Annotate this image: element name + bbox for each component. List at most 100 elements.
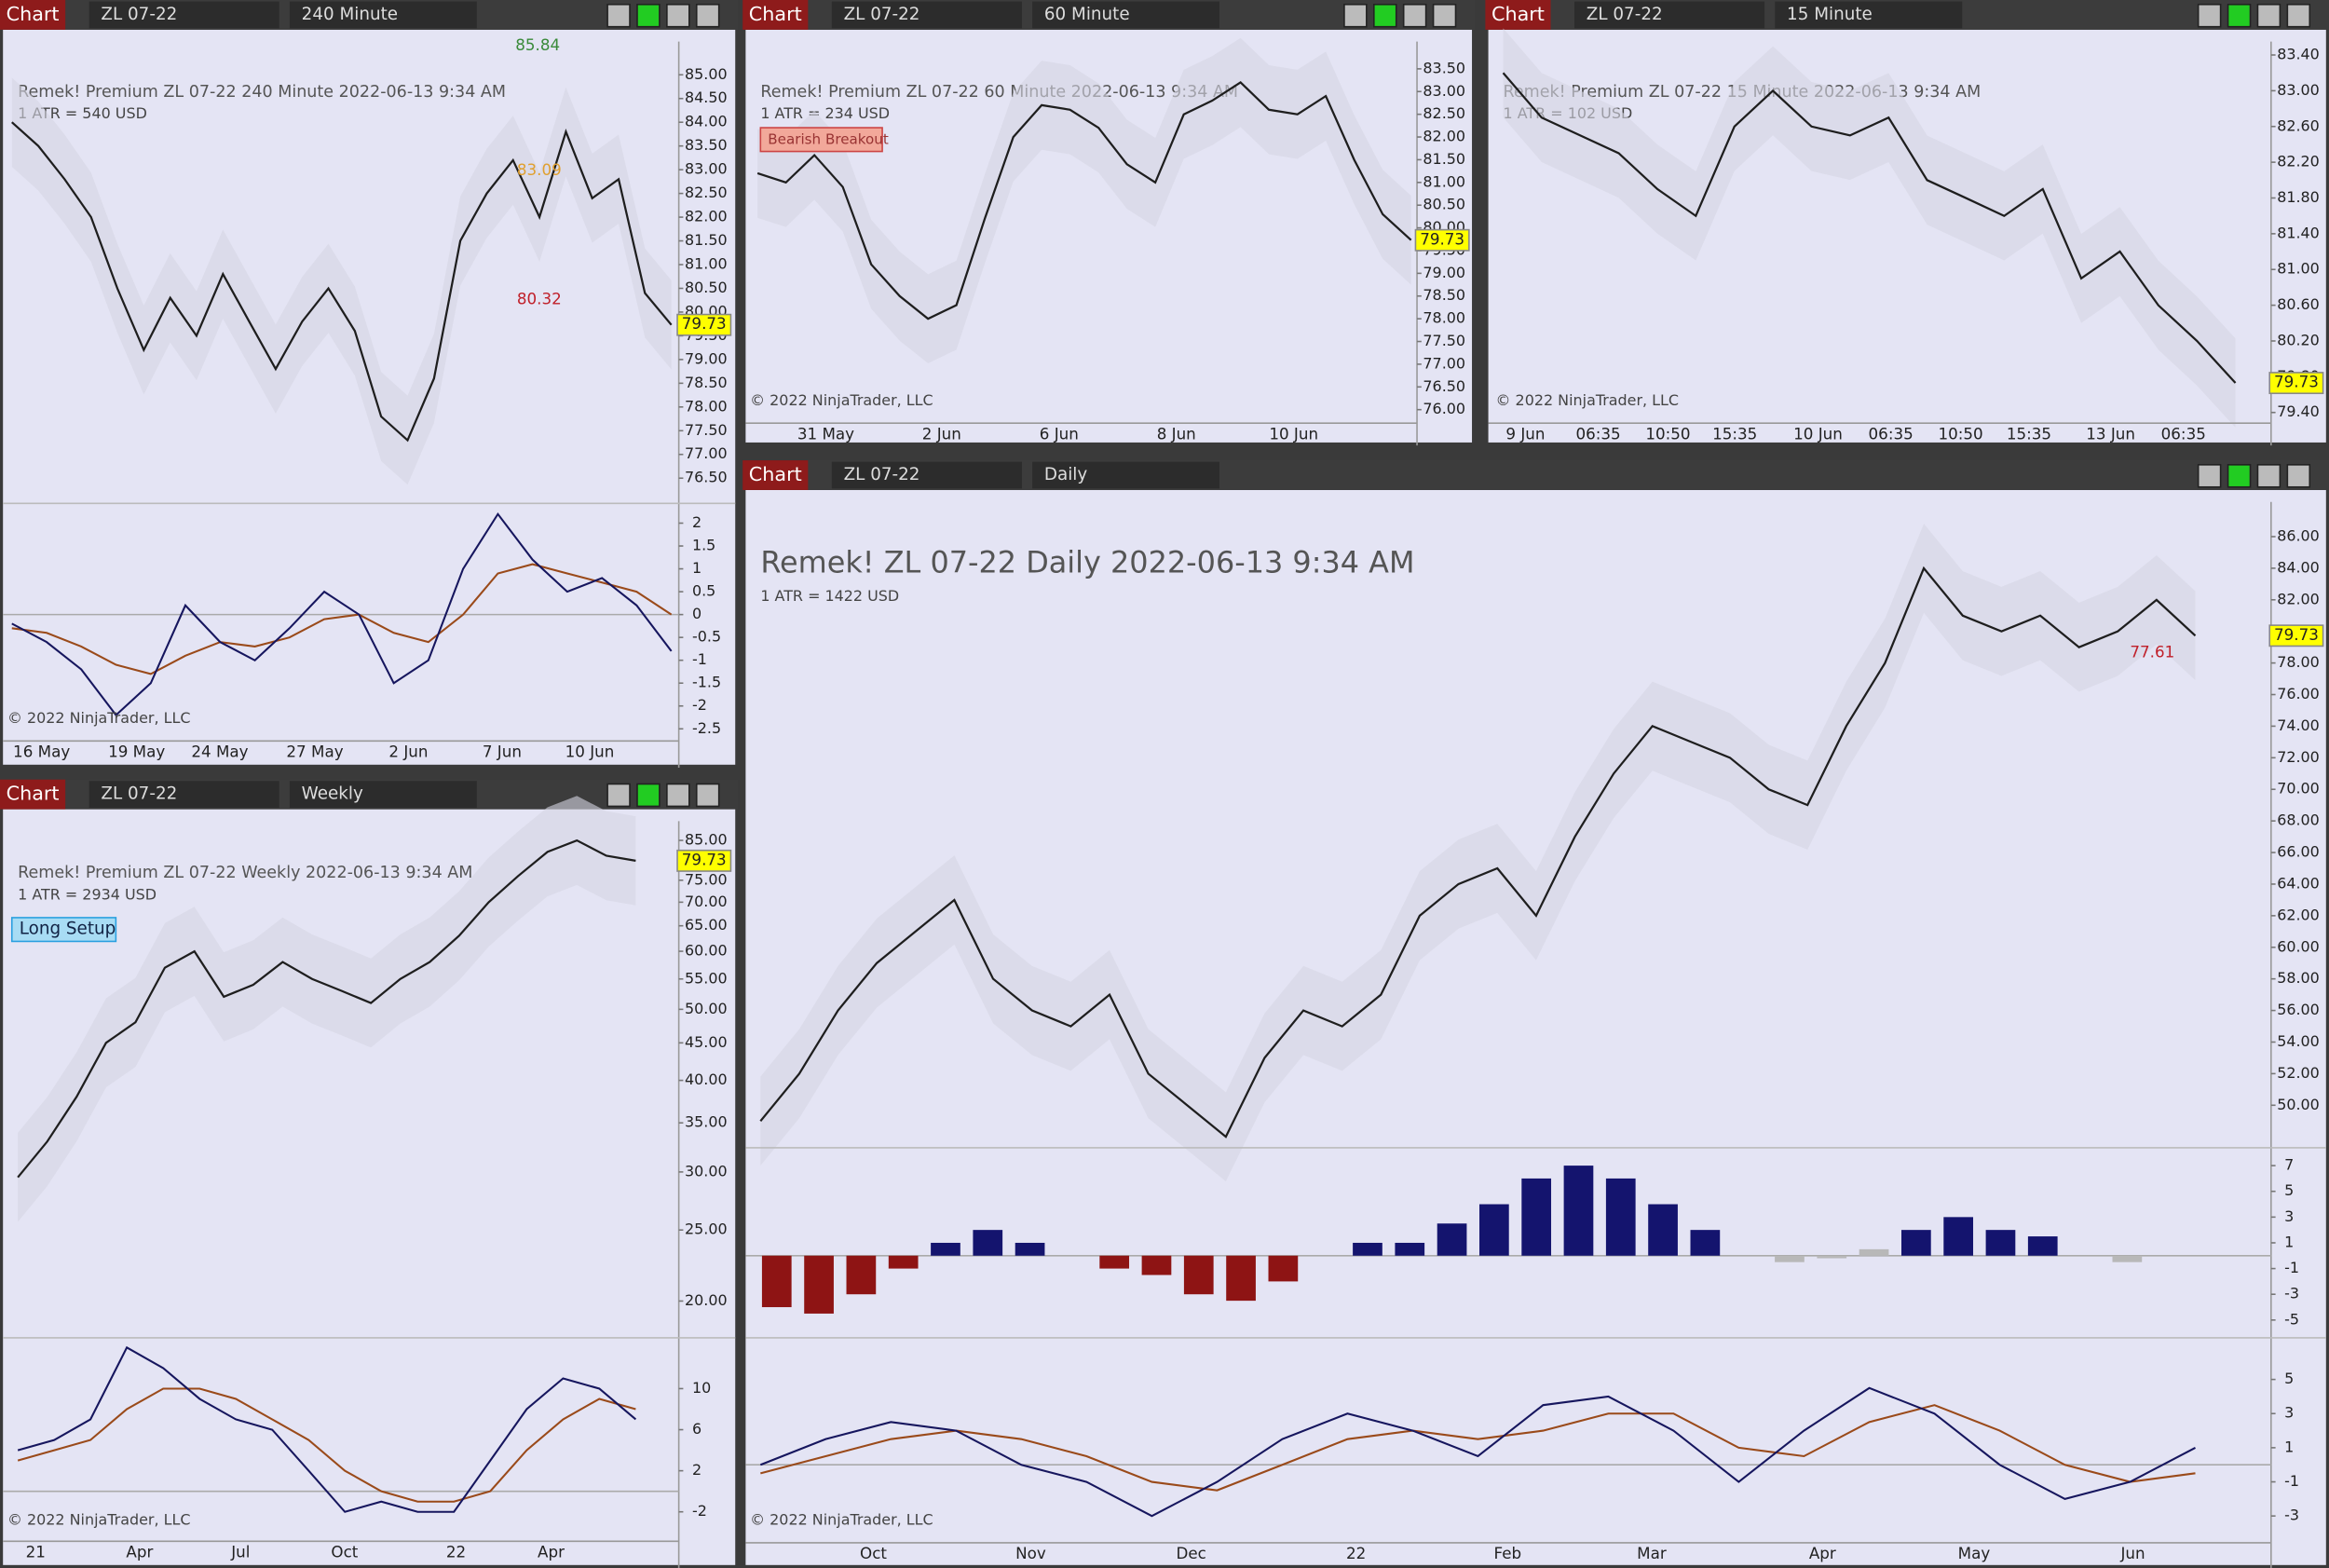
chart-button[interactable] <box>0 779 66 810</box>
y-tick-label: 3 <box>2284 1207 2294 1225</box>
y-tick-label: -5 <box>2284 1310 2299 1328</box>
price-marker-label: 79.73 <box>2274 625 2319 644</box>
copyright: © 2022 NinjaTrader, LLC <box>750 1511 933 1529</box>
y-tick-label: 76.50 <box>1423 377 1465 395</box>
symbol-dropdown[interactable] <box>1574 1 1765 29</box>
x-tick-label: 13 Jun <box>2086 424 2135 443</box>
histogram-bar <box>804 1255 834 1314</box>
x-tick-label: 2 Jun <box>922 424 961 443</box>
symbol-dropdown[interactable] <box>831 461 1022 489</box>
price-marker <box>2268 372 2324 395</box>
symbol-dropdown[interactable] <box>89 781 279 808</box>
window-button[interactable] <box>1432 3 1457 28</box>
y-tick-label: 77.50 <box>1423 332 1465 349</box>
y-tick-label: 58.00 <box>2277 969 2320 987</box>
y-tick-label: 62.00 <box>2277 906 2320 923</box>
y-tick-label: 20.00 <box>685 1291 728 1309</box>
y-tick-label: 77.50 <box>685 421 728 439</box>
symbol-dropdown[interactable] <box>831 1 1022 29</box>
symbol-label: ZL 07-22 <box>101 784 177 804</box>
interval-label: 240 Minute <box>302 5 398 24</box>
x-tick-label: 19 May <box>108 743 165 761</box>
setup-badge <box>10 917 117 943</box>
interval-dropdown[interactable] <box>1775 1 1963 29</box>
y-tick-label: 78.50 <box>1423 286 1465 304</box>
window-button[interactable] <box>2256 464 2281 488</box>
y-tick-label: 82.00 <box>1423 128 1465 145</box>
y-tick-label: 85.00 <box>685 65 728 83</box>
y-tick-label: 77.00 <box>1423 354 1465 372</box>
y-tick-label: -1.5 <box>692 674 721 691</box>
y-tick-label: 78.00 <box>685 397 728 415</box>
y-tick-label: 50.00 <box>685 1000 728 1017</box>
chart-button[interactable] <box>0 0 66 30</box>
x-tick-label: Oct <box>860 1544 887 1562</box>
window-button[interactable] <box>666 783 690 808</box>
histogram-bar <box>846 1255 877 1295</box>
window-button[interactable] <box>2286 3 2311 28</box>
y-tick-label: 80.60 <box>2277 295 2320 313</box>
window-button[interactable] <box>695 3 720 28</box>
y-tick-label: 81.80 <box>2277 188 2320 206</box>
y-tick-label: 84.00 <box>2277 558 2320 576</box>
interval-dropdown[interactable] <box>289 1 477 29</box>
window-button[interactable] <box>606 783 631 808</box>
interval-label: 15 Minute <box>1787 5 1873 24</box>
chart-button[interactable] <box>742 0 809 30</box>
y-tick-label: 79.00 <box>685 349 728 367</box>
x-tick-label: 10:50 <box>1938 424 1982 443</box>
window-button[interactable] <box>2197 3 2222 28</box>
histogram-bar <box>2027 1236 2058 1256</box>
window-button[interactable] <box>666 3 690 28</box>
y-tick-label: 76.50 <box>685 469 728 486</box>
x-tick-label: 10:50 <box>1645 424 1690 443</box>
chart-button[interactable] <box>742 460 809 490</box>
window-button[interactable] <box>636 3 661 28</box>
x-tick-label: 27 May <box>286 743 343 761</box>
chart-button[interactable] <box>1485 0 1551 30</box>
x-tick-label: 06:35 <box>2161 424 2206 443</box>
window-button[interactable] <box>606 3 631 28</box>
window-button[interactable] <box>1373 3 1397 28</box>
y-tick-label: 64.00 <box>2277 874 2320 892</box>
histogram-bar <box>1775 1255 1805 1262</box>
price-line <box>11 121 673 443</box>
x-tick-label: May <box>1958 1544 1991 1562</box>
price-line <box>759 566 2197 1139</box>
window-button[interactable] <box>636 783 661 808</box>
y-tick-label: 82.50 <box>685 184 728 201</box>
interval-dropdown[interactable] <box>1032 461 1219 489</box>
interval-dropdown[interactable] <box>1032 1 1219 29</box>
interval-dropdown[interactable] <box>289 781 477 808</box>
chart-title: Remek! Premium ZL 07-22 60 Minute 2022-0… <box>760 83 1238 102</box>
price-marker <box>2268 624 2324 648</box>
histogram-bar <box>1183 1255 1214 1295</box>
window-button[interactable] <box>1402 3 1427 28</box>
y-tick-label: 78.00 <box>1423 309 1465 327</box>
symbol-dropdown[interactable] <box>89 1 279 29</box>
window-button[interactable] <box>2227 464 2252 488</box>
y-tick-label: 81.00 <box>2277 260 2320 278</box>
price-marker-label: 79.73 <box>1420 229 1464 248</box>
y-tick-label: 1 <box>2284 1438 2294 1455</box>
window-button[interactable] <box>2286 464 2311 488</box>
window-button[interactable] <box>2197 464 2222 488</box>
y-tick-label: 72.00 <box>2277 748 2320 766</box>
chart-panel <box>3 809 736 1565</box>
histogram-bar <box>1690 1230 1721 1256</box>
y-tick-label: 81.00 <box>1423 172 1465 190</box>
band-shading <box>757 37 1411 363</box>
y-tick-label: 81.50 <box>685 231 728 249</box>
window-button[interactable] <box>695 783 720 808</box>
y-tick-label: 35.00 <box>685 1113 728 1131</box>
window-button[interactable] <box>2256 3 2281 28</box>
window-button[interactable] <box>1343 3 1368 28</box>
price-annotation: 80.32 <box>517 289 562 307</box>
y-tick-label: 83.00 <box>1423 82 1465 100</box>
x-tick-label: 16 May <box>13 743 70 761</box>
histogram-bar <box>1521 1178 1552 1256</box>
window-button[interactable] <box>2227 3 2252 28</box>
interval-label: Weekly <box>302 784 363 804</box>
